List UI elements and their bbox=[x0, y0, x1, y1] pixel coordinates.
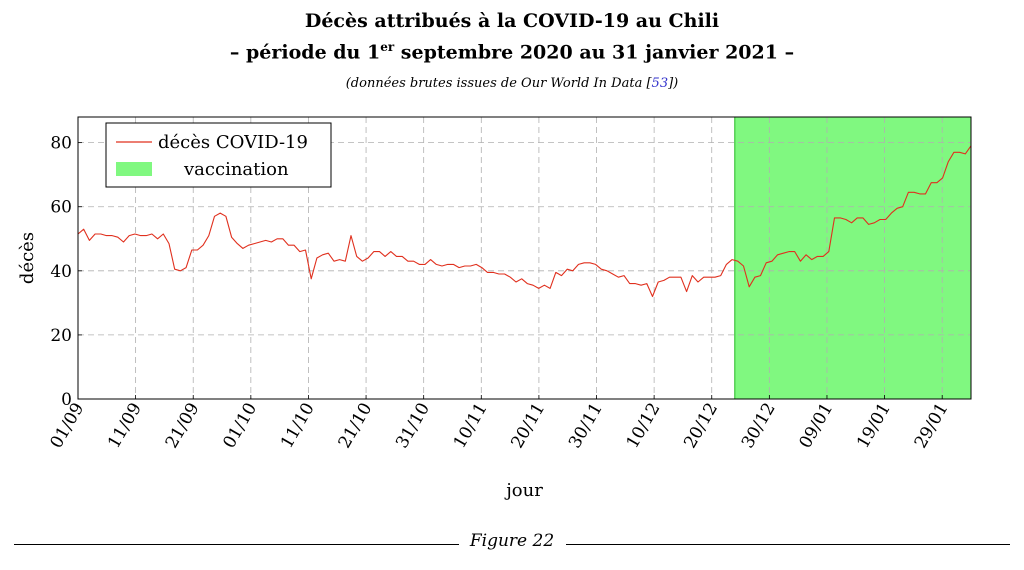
legend-box bbox=[105, 122, 332, 188]
x-tick-label: 09/01 bbox=[795, 400, 837, 452]
legend-label-deaths: décès COVID-19 bbox=[158, 132, 308, 153]
x-tick-label: 20/11 bbox=[507, 400, 549, 452]
y-tick-label: 60 bbox=[50, 198, 72, 218]
x-axis-label: jour bbox=[504, 480, 543, 501]
x-tick-label: 19/01 bbox=[853, 400, 895, 452]
period-prefix: – période du 1 bbox=[229, 41, 381, 64]
x-tick-label: 11/10 bbox=[277, 400, 319, 452]
deaths-series-line bbox=[77, 145, 972, 298]
caption-rule-left bbox=[14, 544, 459, 545]
legend-vaccination-swatch bbox=[116, 162, 152, 176]
y-tick-label: 40 bbox=[50, 262, 72, 282]
x-tick-label: 21/10 bbox=[335, 400, 377, 452]
x-tick-label: 11/09 bbox=[104, 400, 146, 452]
y-tick-label: 80 bbox=[50, 134, 72, 154]
period-suffix: septembre 2020 au 31 janvier 2021 – bbox=[394, 41, 795, 64]
plot-frame bbox=[77, 116, 972, 400]
x-tick-label: 20/12 bbox=[680, 400, 722, 452]
period-superscript: er bbox=[380, 40, 395, 54]
x-tick-label: 21/09 bbox=[162, 400, 204, 452]
y-tick-label: 20 bbox=[50, 326, 72, 346]
x-tick-label: 31/10 bbox=[392, 400, 434, 452]
chart-title-period: – période du 1er septembre 2020 au 31 ja… bbox=[0, 40, 1024, 63]
figure-caption: Figure 22 bbox=[0, 531, 1024, 551]
x-tick-label: 30/12 bbox=[738, 400, 780, 452]
legend-label-vaccination: vaccination bbox=[183, 159, 289, 180]
caption-rule-right bbox=[566, 544, 1010, 545]
y-axis-label: décès bbox=[17, 232, 38, 284]
chart-subtitle: (données brutes issues de Our World In D… bbox=[0, 76, 1024, 91]
x-tick-label: 30/11 bbox=[565, 400, 607, 452]
x-tick-label: 01/10 bbox=[219, 400, 261, 452]
y-tick-label: 0 bbox=[61, 390, 72, 410]
x-tick-label: 29/01 bbox=[911, 400, 953, 452]
x-tick-label: 10/11 bbox=[450, 400, 492, 452]
subtitle-suffix: ]) bbox=[668, 76, 679, 91]
reference-link[interactable]: 53 bbox=[651, 76, 669, 91]
subtitle-prefix: (données brutes issues de Our World In D… bbox=[345, 76, 652, 91]
chart-title: Décès attribués à la COVID-19 au Chili bbox=[304, 10, 720, 32]
vaccination-region bbox=[734, 116, 972, 400]
x-tick-label: 10/12 bbox=[623, 400, 665, 452]
